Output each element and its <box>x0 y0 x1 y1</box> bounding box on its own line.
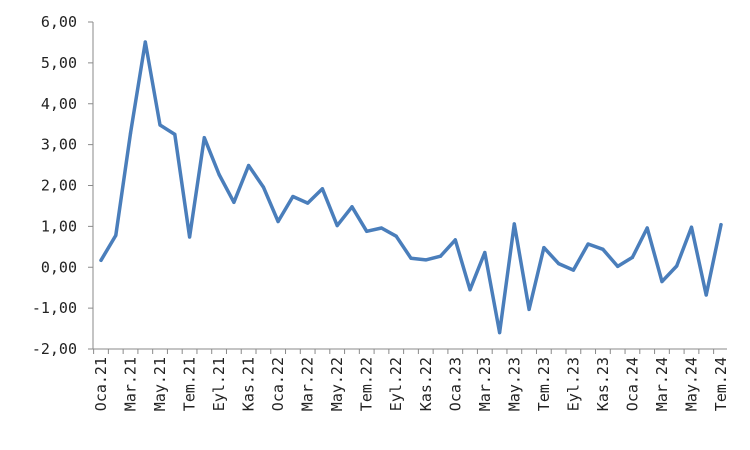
y-tick-label: 6,00 <box>41 13 77 31</box>
data-point <box>365 229 369 233</box>
x-tick-label: Mar.23 <box>476 357 494 411</box>
data-point <box>675 264 679 268</box>
data-point <box>261 185 265 189</box>
x-tick-label: Kas.21 <box>240 357 258 411</box>
data-point <box>424 258 428 262</box>
x-tick-label: Kas.23 <box>594 357 612 411</box>
data-point <box>409 256 413 260</box>
data-point <box>173 132 177 137</box>
x-tick-label: Kas.22 <box>417 357 435 411</box>
x-tick-label: May.21 <box>151 357 169 411</box>
data-point <box>453 238 457 242</box>
x-tick-label: Oca.21 <box>92 357 110 411</box>
data-point <box>645 226 649 230</box>
series-line <box>99 40 723 335</box>
data-point <box>202 136 206 140</box>
data-point <box>187 235 192 239</box>
y-axis: -2,00 -1,00 0,00 1,00 2,00 3,00 4,00 5,00 6,00 <box>32 13 94 358</box>
x-tick-label: Eyl.23 <box>564 357 582 411</box>
x-tick-label: Tem.24 <box>712 357 730 411</box>
x-tick-label: May.24 <box>682 357 700 411</box>
x-tick-label: Eyl.22 <box>387 357 405 411</box>
y-tick-label: 1,00 <box>41 217 77 235</box>
data-point <box>232 200 236 204</box>
data-point <box>542 246 546 250</box>
data-point <box>571 268 575 272</box>
data-point <box>601 247 605 251</box>
y-tick-label: -2,00 <box>32 340 77 358</box>
y-tick-label: 4,00 <box>41 95 77 113</box>
x-tick-label: Tem.23 <box>535 357 553 411</box>
x-tick-label: Mar.22 <box>299 357 317 411</box>
data-point <box>483 250 487 255</box>
y-tick-label: -1,00 <box>32 299 77 317</box>
data-point <box>320 187 325 191</box>
data-point <box>114 233 118 237</box>
x-tick-label: Eyl.21 <box>210 357 228 411</box>
data-point <box>247 163 251 168</box>
data-point <box>689 225 694 229</box>
x-tick-label: Mar.21 <box>122 357 140 411</box>
x-tick-label: Mar.24 <box>653 357 671 411</box>
x-tick-label: May.22 <box>328 357 346 411</box>
data-point <box>217 172 221 177</box>
x-tick-label: Tem.21 <box>181 357 199 411</box>
x-axis: Oca.21 Mar.21 May.21 Tem.21 Eyl.21 Kas.21 Oca.… <box>92 348 730 411</box>
data-point <box>630 255 635 260</box>
data-point <box>468 288 472 292</box>
data-point <box>394 234 398 238</box>
data-point <box>291 194 295 199</box>
plot-area <box>99 40 723 335</box>
data-point <box>306 201 310 205</box>
data-point <box>497 331 502 335</box>
x-tick-label: Oca.24 <box>623 357 641 411</box>
data-point <box>704 293 708 297</box>
data-point <box>99 258 103 262</box>
data-point <box>660 279 664 284</box>
y-tick-label: 0,00 <box>41 258 77 276</box>
data-point <box>350 205 354 209</box>
data-point <box>379 226 384 230</box>
data-point <box>335 223 339 228</box>
x-tick-label: Tem.22 <box>358 357 376 411</box>
x-tick-label: Oca.22 <box>269 357 287 411</box>
data-point <box>438 254 443 258</box>
y-tick-label: 3,00 <box>41 136 77 154</box>
data-point <box>586 242 590 246</box>
data-point <box>719 223 723 227</box>
data-point <box>527 307 531 311</box>
data-point <box>276 219 280 224</box>
x-tick-label: Oca.23 <box>446 357 464 411</box>
y-tick-label: 5,00 <box>41 54 77 72</box>
data-point <box>557 261 561 266</box>
data-point <box>158 123 162 127</box>
data-point <box>616 264 620 269</box>
x-tick-label: May.23 <box>505 357 523 411</box>
data-point <box>143 40 147 44</box>
y-tick-label: 2,00 <box>41 177 77 195</box>
data-point <box>128 131 133 135</box>
data-point <box>512 222 516 226</box>
